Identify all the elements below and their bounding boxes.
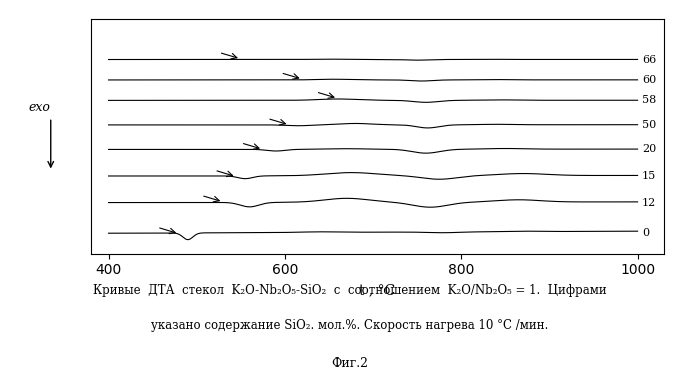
Text: Кривые  ДТА  стекол  K₂O-Nb₂O₅-SiO₂  с  соотношением  K₂O/Nb₂O₅ = 1.  Цифрами: Кривые ДТА стекол K₂O-Nb₂O₅-SiO₂ с соотн… bbox=[93, 284, 606, 297]
X-axis label: t , °C: t , °C bbox=[359, 283, 396, 297]
Text: 50: 50 bbox=[642, 120, 656, 130]
Text: 20: 20 bbox=[642, 144, 656, 154]
Text: exo: exo bbox=[29, 101, 50, 115]
Text: 0: 0 bbox=[642, 228, 649, 238]
Text: 58: 58 bbox=[642, 95, 656, 106]
Text: 12: 12 bbox=[642, 198, 656, 207]
Text: 60: 60 bbox=[642, 75, 656, 85]
Text: указано содержание SiO₂. мол.%. Скорость нагрева 10 °C /мин.: указано содержание SiO₂. мол.%. Скорость… bbox=[151, 319, 548, 332]
Text: 15: 15 bbox=[642, 171, 656, 181]
Text: 66: 66 bbox=[642, 54, 656, 65]
Text: Фиг.2: Фиг.2 bbox=[331, 357, 368, 370]
